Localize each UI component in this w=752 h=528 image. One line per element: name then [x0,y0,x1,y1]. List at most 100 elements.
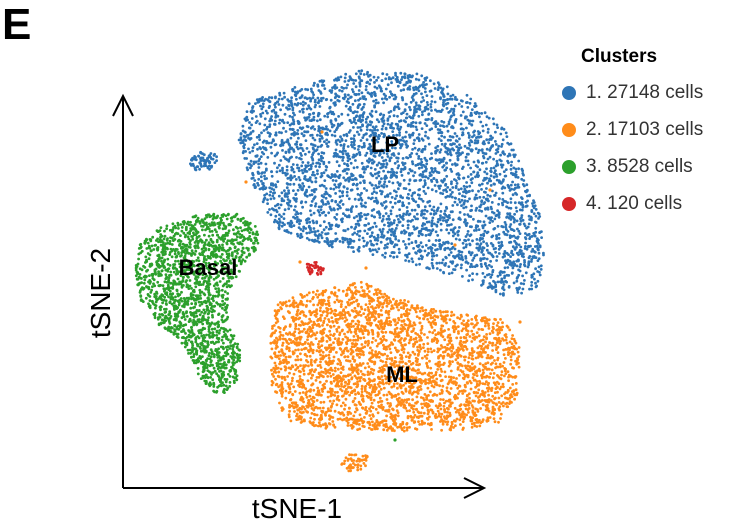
cell-point-cluster-1 [425,162,429,166]
cell-point-cluster-1 [363,229,367,233]
cell-point-cluster-1 [356,126,360,129]
cell-point-cluster-1 [370,234,373,238]
cell-point-cluster-1 [325,98,329,101]
cell-point-cluster-1 [384,251,387,255]
cell-point-cluster-1 [495,175,499,178]
cell-point-cluster-1 [522,222,526,226]
cell-point-cluster-1 [296,212,300,216]
cell-point-cluster-1 [318,213,322,217]
cell-point-cluster-2 [408,409,411,412]
cell-point-cluster-1 [493,281,497,285]
cell-point-cluster-1 [532,212,536,216]
cell-point-cluster-1 [390,122,394,125]
cell-point-cluster-1 [399,119,403,123]
cell-point-cluster-2 [376,382,380,386]
cell-point-cluster-1 [276,166,279,170]
cell-point-cluster-2 [379,387,383,391]
cell-point-cluster-1 [298,110,302,113]
cell-point-cluster-1 [361,136,365,140]
cell-point-cluster-2 [477,388,481,392]
cell-point-cluster-1 [464,260,468,264]
cell-point-cluster-1 [320,97,323,100]
cell-point-cluster-1 [486,267,489,270]
cell-point-cluster-1 [305,116,309,120]
cell-point-cluster-2 [348,328,352,331]
cell-point-cluster-2 [292,385,296,389]
cell-point-cluster-1 [365,213,368,217]
cell-point-cluster-1 [507,253,510,256]
cell-point-cluster-1 [298,89,302,93]
cell-point-cluster-1 [453,247,457,251]
cell-point-cluster-1 [481,124,485,128]
cell-point-cluster-1 [347,107,351,111]
cell-point-cluster-1 [335,86,339,89]
cell-point-cluster-1 [259,113,262,116]
cell-point-cluster-1 [439,97,442,101]
cell-point-cluster-1 [459,187,463,191]
cell-point-cluster-1 [345,172,349,175]
cell-point-cluster-1 [293,208,296,212]
cell-point-cluster-1 [430,152,433,156]
cell-point-cluster-1 [364,154,367,157]
cell-point-cluster-1 [497,202,500,206]
cell-point-cluster-2 [461,347,464,351]
cell-point-cluster-1 [343,162,346,166]
cell-point-cluster-1 [314,176,318,180]
cell-point-cluster-1 [313,233,317,236]
cell-point-cluster-1 [429,212,433,216]
cell-point-cluster-1 [486,127,490,131]
cell-point-cluster-1 [419,163,423,167]
cell-point-cluster-1 [396,126,400,130]
cell-point-cluster-1 [422,163,425,167]
cell-point-cluster-1 [402,178,406,182]
cell-point-cluster-2 [494,343,497,347]
cell-point-cluster-1 [364,205,367,209]
cell-point-cluster-1 [439,86,443,90]
cell-point-cluster-1 [290,101,293,105]
cell-point-cluster-1 [297,166,301,170]
cell-point-cluster-2 [517,365,521,369]
cell-point-cluster-1 [306,88,310,92]
cell-point-cluster-1 [441,103,445,107]
cell-point-cluster-1 [421,110,424,114]
cell-point-cluster-1 [508,225,512,229]
cell-point-cluster-2 [325,425,329,429]
cell-point-cluster-1 [414,263,418,267]
cell-point-cluster-1 [461,110,465,114]
cell-point-cluster-1 [358,115,361,119]
cell-point-cluster-1 [406,144,409,148]
cell-point-cluster-1 [395,223,399,227]
cell-point-cluster-1 [319,175,323,179]
cell-point-cluster-1 [430,208,434,212]
cell-point-cluster-1 [413,208,417,212]
cell-point-cluster-1 [259,161,263,165]
cell-point-cluster-2 [352,414,356,418]
cell-point-cluster-1 [259,155,263,159]
cell-point-cluster-1 [405,206,409,209]
cell-point-cluster-1 [377,210,381,214]
cell-point-cluster-1 [255,154,259,158]
cell-point-cluster-1 [445,228,449,232]
cell-point-cluster-1 [512,229,516,233]
cell-point-cluster-1 [395,174,398,178]
cell-point-cluster-1 [334,224,338,228]
cell-point-cluster-1 [295,156,298,159]
cell-point-cluster-1 [353,197,357,201]
cell-point-cluster-1 [372,190,376,194]
cell-point-cluster-1 [338,240,342,243]
cell-point-cluster-1 [494,130,497,134]
cell-point-cluster-2 [426,366,430,369]
cell-point-cluster-1 [493,217,497,221]
cell-point-cluster-1 [426,103,430,107]
cell-point-cluster-2 [287,299,291,303]
cell-point-cluster-1 [257,166,261,169]
cell-point-cluster-2 [426,347,430,351]
cell-point-cluster-1 [269,145,273,149]
cell-point-cluster-1 [430,261,434,265]
cell-point-cluster-1 [445,161,448,165]
cell-point-cluster-1 [498,273,502,277]
cell-point-cluster-1 [309,126,313,130]
cell-point-cluster-1 [266,202,269,206]
cell-point-cluster-1 [355,165,359,169]
